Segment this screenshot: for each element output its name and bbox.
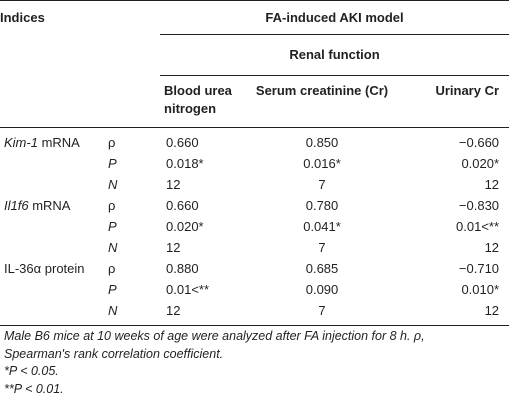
value-serum-cr: 0.016*	[303, 155, 341, 171]
stat-symbol: N	[108, 176, 118, 192]
value-serum-cr: 0.850	[305, 134, 339, 150]
index-name: Kim-1 mRNA	[4, 134, 80, 150]
value-bun: 0.660	[166, 197, 199, 213]
header-row-renal: Renal function	[0, 34, 509, 76]
value-urinary-cr: 12	[484, 302, 500, 318]
footnote-line: **P < 0.01.	[4, 381, 64, 396]
stat-symbol: P	[108, 218, 117, 234]
table-row: P 0.018* 0.016* 0.020*	[0, 153, 509, 174]
footnote-line: Spearman's rank correlation coefficient.	[4, 346, 224, 361]
value-urinary-cr: 0.010*	[461, 281, 500, 297]
value-serum-cr: 0.780	[305, 197, 339, 213]
value-serum-cr: 7	[318, 239, 326, 255]
table-row: N 12 7 12	[0, 300, 509, 326]
value-urinary-cr: 12	[484, 239, 500, 255]
value-urinary-cr: 12	[484, 176, 500, 192]
value-urinary-cr: 0.01<**	[456, 218, 500, 234]
column-header-serum-cr: Serum creatinine (Cr)	[255, 83, 389, 98]
value-serum-cr: 7	[318, 302, 326, 318]
value-bun: 12	[166, 302, 181, 318]
value-serum-cr: 7	[318, 176, 326, 192]
table-row: N 12 7 12	[0, 237, 509, 258]
value-bun: 12	[166, 176, 181, 192]
table-footnotes: Male B6 mice at 10 weeks of age were ana…	[4, 328, 504, 398]
value-bun: 0.01<**	[166, 281, 210, 297]
value-serum-cr: 0.041*	[303, 218, 341, 234]
correlation-table: Indices FA-induced AKI model Renal funct…	[0, 0, 509, 326]
header-model: FA-induced AKI model	[160, 0, 509, 35]
value-urinary-cr: 0.020*	[461, 155, 500, 171]
stat-symbol: P	[108, 155, 117, 171]
header-row-model: Indices FA-induced AKI model	[0, 0, 509, 35]
footnote-line: Male B6 mice at 10 weeks of age were ana…	[4, 329, 425, 343]
header-renal-function: Renal function	[160, 34, 509, 76]
stat-symbol: ρ	[108, 260, 116, 276]
value-bun: 12	[166, 239, 181, 255]
stat-symbol: P	[108, 281, 117, 297]
table-row: P 0.01<** 0.090 0.010*	[0, 279, 509, 300]
table-row: N 12 7 12	[0, 174, 509, 195]
value-urinary-cr: −0.710	[458, 260, 500, 276]
stat-symbol: N	[108, 239, 118, 255]
stat-symbol: N	[108, 302, 118, 318]
table-row: P 0.020* 0.041* 0.01<**	[0, 216, 509, 237]
value-bun: 0.660	[166, 134, 199, 150]
value-bun: 0.880	[166, 260, 199, 276]
header-row-columns: Blood urea nitrogen Serum creatinine (Cr…	[0, 76, 509, 128]
stat-symbol: ρ	[108, 197, 116, 213]
table-row: Kim-1 mRNA ρ 0.660 0.850 −0.660	[0, 128, 509, 154]
stat-symbol: ρ	[108, 134, 116, 150]
value-bun: 0.018*	[166, 155, 204, 171]
column-header-bun: Blood urea nitrogen	[164, 83, 232, 116]
value-bun: 0.020*	[166, 218, 204, 234]
value-serum-cr: 0.090	[305, 281, 339, 297]
value-urinary-cr: −0.830	[458, 197, 500, 213]
value-urinary-cr: −0.660	[458, 134, 500, 150]
footnote-line: *P < 0.05.	[4, 364, 59, 378]
table-row: Il1f6 mRNA ρ 0.660 0.780 −0.830	[0, 195, 509, 216]
index-name: IL-36α protein	[4, 260, 85, 276]
index-name: Il1f6 mRNA	[4, 197, 71, 213]
header-indices: Indices	[0, 10, 45, 25]
value-serum-cr: 0.685	[305, 260, 339, 276]
table-row: IL-36α protein ρ 0.880 0.685 −0.710	[0, 258, 509, 279]
column-header-urinary-cr: Urinary Cr	[435, 83, 500, 98]
